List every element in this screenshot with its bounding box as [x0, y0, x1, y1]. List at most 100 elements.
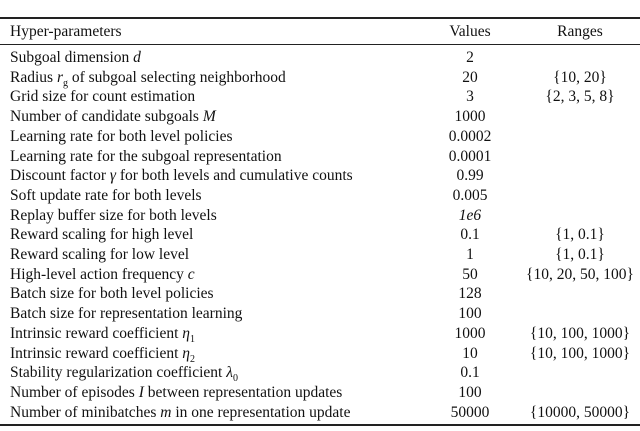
header-row: Hyper-parameters Values Ranges [0, 19, 640, 44]
table-row: Radius rg of subgoal selecting neighborh… [0, 68, 640, 89]
param-value: 20 [462, 68, 478, 86]
label-text: Number of episodes [10, 383, 139, 401]
table-row: Subgoal dimension d 2 [0, 44, 640, 68]
label-text: Grid size for count estimation [10, 88, 196, 106]
param-name: Replay buffer size for both levels [0, 206, 420, 226]
param-value: 0.0002 [448, 127, 492, 145]
label-text: Number of minibatches [10, 403, 161, 421]
label-text: Discount factor [10, 167, 110, 185]
table-row: Batch size for both level policies 128 [0, 284, 640, 304]
header-values: Values [449, 23, 491, 40]
param-range [520, 147, 640, 167]
table-row: Stability regularization coefficient λ0 0… [0, 363, 640, 385]
subscript: 1 [190, 333, 195, 345]
symbol: γ [109, 167, 116, 185]
label-text: between representation updates [143, 383, 343, 401]
math-symbol: λ0 [226, 364, 238, 385]
param-name: Stability regularization coefficient λ0 [0, 363, 420, 385]
table-row: Batch size for representation learning 10… [0, 304, 640, 324]
param-name: Soft update rate for both levels [0, 186, 420, 206]
param-name: Number of episodes I between representat… [0, 383, 420, 403]
header-hyper-parameters: Hyper-parameters [10, 23, 122, 40]
param-value: 2 [466, 49, 474, 66]
table-row: Number of episodes I between representat… [0, 383, 640, 403]
param-name: Number of minibatches m in one represent… [0, 403, 420, 423]
param-value: 1 [466, 246, 474, 264]
table-row: Reward scaling for high level 0.1 {1, 0.1} [0, 225, 640, 245]
label-text: Replay buffer size for both levels [10, 206, 217, 224]
symbol: η [182, 344, 190, 362]
param-name: Number of candidate subgoals M [0, 107, 420, 127]
param-range: {2, 3, 5, 8} [545, 88, 615, 106]
math-symbol: η1 [182, 324, 195, 345]
param-value: 0.1 [460, 226, 480, 244]
table-row: Learning rate for both level policies 0.0… [0, 127, 640, 147]
label-text: Reward scaling for high level [10, 226, 194, 244]
symbol: m [160, 403, 172, 421]
param-value: 1000 [454, 324, 486, 342]
symbol: c [187, 265, 195, 283]
param-name: Intrinsic reward coefficient η1 [0, 324, 420, 345]
math-symbol: γ [110, 167, 116, 184]
table-row: Learning rate for the subgoal representa… [0, 147, 640, 167]
param-range [520, 127, 640, 147]
label-text: Learning rate for both level policies [10, 127, 233, 145]
label-text: High-level action frequency [10, 265, 188, 283]
param-name: Learning rate for both level policies [0, 127, 420, 147]
param-range [520, 363, 640, 383]
symbol: I [138, 383, 144, 401]
param-range [520, 304, 640, 324]
symbol: η [182, 324, 190, 342]
math-symbol: rg [57, 69, 68, 89]
math-symbol: d [133, 49, 141, 66]
param-value: 50 [462, 265, 478, 283]
label-text: Intrinsic reward coefficient [10, 324, 183, 342]
table-row: Intrinsic reward coefficient η1 1000 {10, … [0, 324, 640, 345]
param-value: 1e6 [458, 206, 482, 224]
header-ranges: Ranges [557, 23, 603, 40]
bottom-rule [0, 424, 640, 426]
table-row: High-level action frequency c 50 {10, 20, … [0, 265, 640, 285]
table-row: Grid size for count estimation 3 {2, 3, 5,… [0, 87, 640, 107]
label-text: Learning rate for the subgoal representa… [10, 147, 282, 165]
math-symbol: c [188, 266, 195, 283]
label-text: in one representation update [171, 403, 351, 421]
param-value: 100 [458, 305, 482, 323]
param-value: 0.0001 [448, 147, 492, 165]
table-row: Discount factor γ for both levels and cu… [0, 166, 640, 186]
param-name: Batch size for representation learning [0, 304, 420, 324]
param-range [520, 206, 640, 226]
param-range: {10000, 50000} [529, 403, 631, 421]
param-name: Subgoal dimension d [0, 44, 420, 68]
symbol: d [133, 49, 141, 66]
param-value: 100 [458, 383, 482, 401]
math-symbol: m [160, 404, 171, 421]
param-range [520, 383, 640, 403]
param-name: High-level action frequency c [0, 265, 420, 285]
param-range: {1, 0.1} [555, 246, 605, 264]
label-text: Number of candidate subgoals [10, 108, 203, 126]
subscript: 0 [232, 373, 238, 385]
param-range [520, 284, 640, 304]
param-name: Radius rg of subgoal selecting neighborh… [0, 68, 420, 89]
param-range: {1, 0.1} [555, 226, 605, 244]
param-value: 3 [466, 88, 474, 106]
label-text: Batch size for representation learning [10, 305, 243, 323]
param-range [520, 186, 640, 206]
param-range [520, 107, 640, 127]
label-text: Reward scaling for low level [10, 246, 190, 264]
param-range [520, 44, 640, 68]
param-name: Intrinsic reward coefficient η2 [0, 344, 420, 365]
symbol: M [202, 108, 216, 126]
hyperparameter-table: Hyper-parameters Values Ranges Subgoal d… [0, 19, 640, 422]
table-row: Number of candidate subgoals M 1000 [0, 107, 640, 127]
param-range: {10, 20, 50, 100} [526, 265, 634, 283]
top-rule [0, 17, 640, 19]
param-range: {10, 20} [553, 68, 607, 86]
label-text: Stability regularization coefficient [10, 364, 227, 382]
param-value: 1000 [454, 108, 486, 126]
table-row: Replay buffer size for both levels 1e6 [0, 206, 640, 226]
header-rule [0, 44, 640, 45]
symbol: λ [226, 364, 233, 382]
